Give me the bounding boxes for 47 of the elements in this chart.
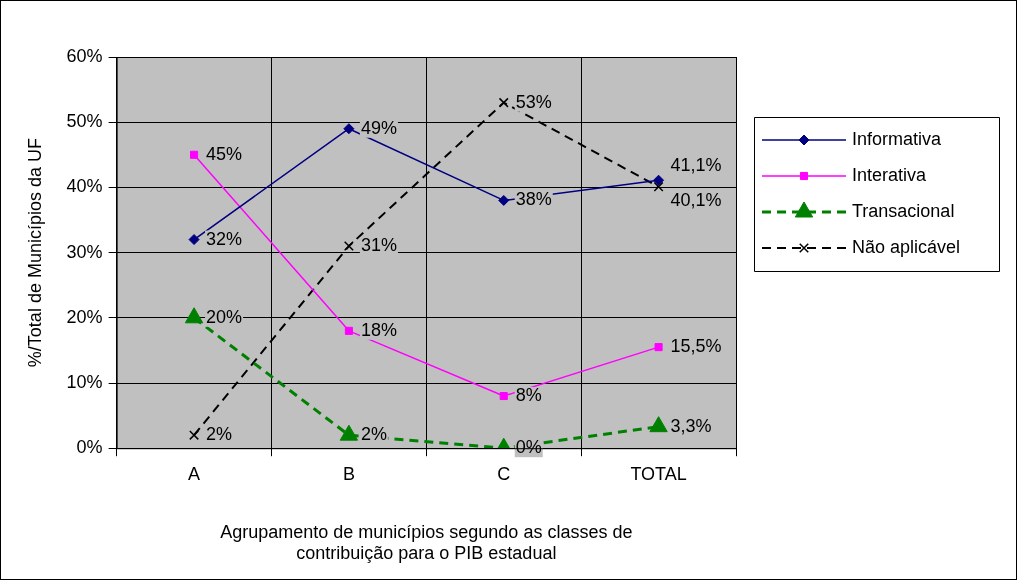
point <box>339 424 359 441</box>
data-label: 2% <box>360 424 387 445</box>
data-label: 53% <box>515 91 552 112</box>
data-label: 15,5% <box>670 336 722 357</box>
data-label: 32% <box>206 228 243 249</box>
x-tick-label: B <box>342 463 355 484</box>
x-tick-label: A <box>188 463 201 484</box>
data-label: 8% <box>515 385 542 406</box>
data-label: 3,3% <box>670 415 712 436</box>
legend-label: Não aplicável <box>852 236 961 257</box>
y-tick-label: 0% <box>76 437 103 458</box>
x-tick-label: TOTAL <box>630 463 687 484</box>
data-label: 41,1% <box>670 155 722 176</box>
data-label: 18% <box>360 319 397 340</box>
legend-label: Informativa <box>852 128 943 149</box>
y-tick-label: 20% <box>66 306 103 327</box>
point <box>184 307 204 324</box>
data-label: 20% <box>206 306 243 327</box>
data-label: 31% <box>360 235 397 256</box>
data-label: 2% <box>206 424 233 445</box>
y-tick-label: 40% <box>66 176 103 197</box>
point <box>190 150 199 159</box>
y-tick-label: 10% <box>66 371 103 392</box>
point <box>189 430 200 441</box>
point <box>653 181 664 192</box>
point <box>498 194 510 206</box>
data-label: 49% <box>360 117 397 138</box>
y-axis-title: %/Total de Municípios da UF <box>24 138 45 368</box>
point <box>654 343 663 352</box>
point <box>499 392 508 401</box>
point <box>344 326 353 335</box>
data-label: 40,1% <box>670 189 722 210</box>
point <box>498 97 509 108</box>
point <box>188 234 200 246</box>
point <box>343 123 355 135</box>
x-axis-title: Agrupamento de municípios segundo as classes de contribuição para o PIB estadual <box>220 521 633 564</box>
legend-label: Transacional <box>852 200 955 221</box>
y-tick-label: 50% <box>66 111 103 132</box>
data-label: 45% <box>206 143 243 164</box>
point <box>653 174 665 186</box>
point <box>343 241 354 252</box>
x-tick-label: C <box>497 463 511 484</box>
point <box>649 416 668 433</box>
data-label: 38% <box>515 189 552 210</box>
legend-label: Interativa <box>852 164 928 185</box>
y-tick-label: 60% <box>66 45 103 66</box>
y-tick-label: 30% <box>66 241 103 262</box>
